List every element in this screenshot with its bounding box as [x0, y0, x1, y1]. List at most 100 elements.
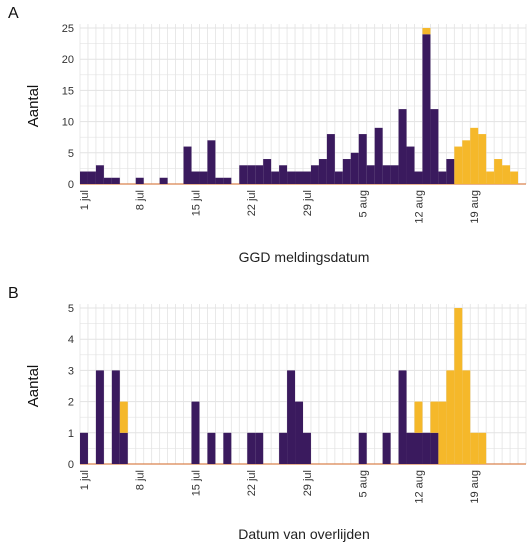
bar — [478, 432, 487, 464]
bar — [470, 432, 479, 464]
y-tick-label: 20 — [62, 54, 74, 66]
bar — [334, 171, 343, 184]
bar — [279, 165, 288, 184]
bar — [446, 159, 455, 184]
bar — [430, 401, 439, 433]
x-tick-label: 19 aug — [469, 470, 481, 504]
bar — [247, 432, 256, 464]
bar — [454, 308, 463, 464]
x-tick-label: 22 jul — [246, 190, 258, 216]
bar — [310, 165, 319, 184]
x-tick-label: 8 jul — [135, 470, 147, 490]
x-tick-label: 29 jul — [302, 470, 314, 496]
bar — [80, 432, 88, 464]
bar — [119, 401, 128, 433]
panel-a: 0 5 10 15 20 25 1 jul 8 jul 15 jul 22 jul 29 jul 5 … — [8, 5, 527, 265]
bar — [326, 134, 335, 184]
bar — [191, 171, 200, 184]
y-tick-label: 25 — [62, 23, 74, 35]
bar — [239, 165, 248, 184]
bar — [111, 177, 120, 184]
bar — [295, 401, 303, 464]
y-tick-label: 3 — [68, 365, 74, 377]
panel-label: A — [8, 5, 19, 22]
bar — [422, 34, 431, 184]
bar — [502, 165, 511, 184]
bar — [350, 152, 359, 184]
bar — [287, 370, 296, 464]
bar — [470, 127, 479, 184]
bar — [271, 171, 280, 184]
bar — [462, 370, 471, 464]
x-axis-label: GGD meldingsdatum — [239, 249, 370, 265]
bar — [414, 171, 423, 184]
x-tick-label: 1 jul — [79, 190, 91, 210]
bar — [295, 171, 303, 184]
bar — [303, 432, 311, 464]
y-tick-label: 2 — [68, 397, 74, 409]
x-tick-label: 8 jul — [135, 190, 147, 210]
y-tick-label: 15 — [62, 85, 74, 97]
bar — [223, 177, 232, 184]
y-tick-label: 10 — [62, 117, 74, 129]
y-tick-label: 0 — [68, 459, 74, 471]
x-axis-label: Datum van overlijden — [238, 526, 370, 542]
bar — [390, 165, 399, 184]
y-axis-label: Aantal — [25, 365, 42, 408]
bar — [255, 165, 264, 184]
bar — [135, 177, 144, 184]
bar — [207, 432, 216, 464]
bar — [430, 432, 439, 464]
bar — [95, 165, 104, 184]
y-axis-label: Aantal — [25, 85, 42, 128]
bar — [103, 177, 112, 184]
bar — [199, 171, 208, 184]
bar — [215, 177, 224, 184]
panel-label: B — [8, 285, 19, 302]
x-tick-label: 19 aug — [469, 190, 481, 224]
x-tick-label: 22 jul — [246, 470, 258, 496]
bar — [366, 165, 375, 184]
bar — [454, 146, 463, 184]
bar — [414, 401, 423, 433]
bar — [111, 370, 120, 464]
bar — [247, 165, 256, 184]
bar — [119, 432, 128, 464]
bar — [422, 432, 431, 464]
bar — [438, 401, 447, 464]
x-tick-label: 5 aug — [358, 470, 370, 498]
bar — [462, 140, 471, 184]
bar — [494, 159, 503, 184]
x-tick-label: 1 jul — [79, 470, 91, 490]
bar — [486, 171, 495, 184]
bar — [87, 171, 96, 184]
bar — [358, 134, 367, 184]
bar — [223, 432, 232, 464]
bar — [398, 370, 407, 464]
bar — [438, 171, 447, 184]
bar — [80, 171, 88, 184]
bar — [510, 171, 519, 184]
bar — [287, 171, 296, 184]
bar — [406, 146, 415, 184]
y-tick-label: 5 — [68, 303, 74, 315]
x-tick-label: 15 jul — [190, 470, 202, 496]
panel-b: 0 1 2 3 4 5 1 jul 8 jul 15 jul 22 jul 29 jul 5 aug 1… — [8, 285, 527, 542]
x-tick-label: 12 aug — [413, 470, 425, 504]
bar — [446, 370, 455, 464]
x-tick-label: 5 aug — [358, 190, 370, 218]
bar — [191, 401, 200, 464]
x-tick-label: 15 jul — [190, 190, 202, 216]
bar — [159, 177, 168, 184]
y-tick-label: 4 — [68, 334, 74, 346]
bar — [398, 109, 407, 184]
y-tick-label: 1 — [68, 428, 74, 440]
bar — [382, 165, 391, 184]
y-tick-label: 5 — [68, 148, 74, 160]
bar — [414, 432, 423, 464]
bar — [318, 159, 327, 184]
bar — [303, 171, 311, 184]
bar — [406, 432, 415, 464]
bar — [95, 370, 104, 464]
